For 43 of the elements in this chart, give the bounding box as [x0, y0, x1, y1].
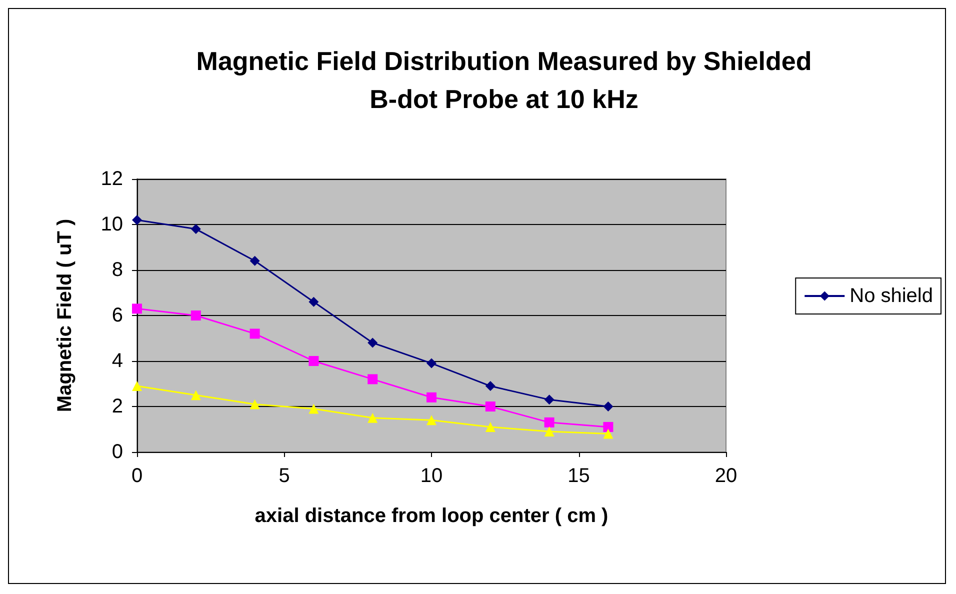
x-tick-label: 20: [714, 465, 738, 487]
point: [368, 412, 378, 423]
y-tick-label: 4: [112, 350, 123, 372]
point: [426, 415, 436, 426]
point: [544, 394, 554, 405]
x-tick-label: 15: [568, 465, 590, 487]
x-tick-label: 0: [131, 465, 143, 487]
y-axis-title: Magnetic Field ( uT ): [54, 218, 76, 412]
point: [308, 296, 319, 307]
point: [132, 214, 142, 225]
y-tick-label: 12: [100, 168, 123, 190]
point: [485, 381, 496, 392]
point: [132, 304, 142, 314]
x-axis-title: axial distance from loop center ( cm ): [254, 505, 608, 527]
point: [485, 422, 496, 432]
y-tick-label: 10: [100, 214, 123, 236]
point: [250, 256, 260, 266]
point: [603, 402, 614, 412]
x-tick-label: 5: [278, 465, 290, 487]
point: [368, 374, 378, 384]
y-tick-label: 6: [112, 304, 123, 326]
point: [368, 338, 378, 348]
point: [485, 402, 496, 412]
point: [544, 426, 554, 437]
legend-label: No shield: [850, 285, 934, 307]
point: [426, 358, 436, 368]
point: [603, 422, 614, 432]
point: [190, 390, 201, 400]
point: [308, 404, 319, 414]
point: [190, 310, 201, 320]
chart-title: Magnetic Field Distribution Measured by Shielded B-dot Probe at 10 kHz: [196, 46, 812, 114]
y-tick-label: 2: [112, 396, 123, 418]
point: [603, 428, 614, 439]
y-tick-label: 0: [112, 441, 123, 463]
y-tick-label: 8: [112, 259, 123, 281]
point: [250, 399, 260, 410]
point: [544, 417, 554, 428]
point: [426, 392, 436, 402]
point: [190, 224, 201, 234]
point: [250, 328, 260, 339]
point: [308, 356, 319, 366]
point: [132, 381, 142, 392]
x-tick-label: 10: [420, 465, 443, 487]
